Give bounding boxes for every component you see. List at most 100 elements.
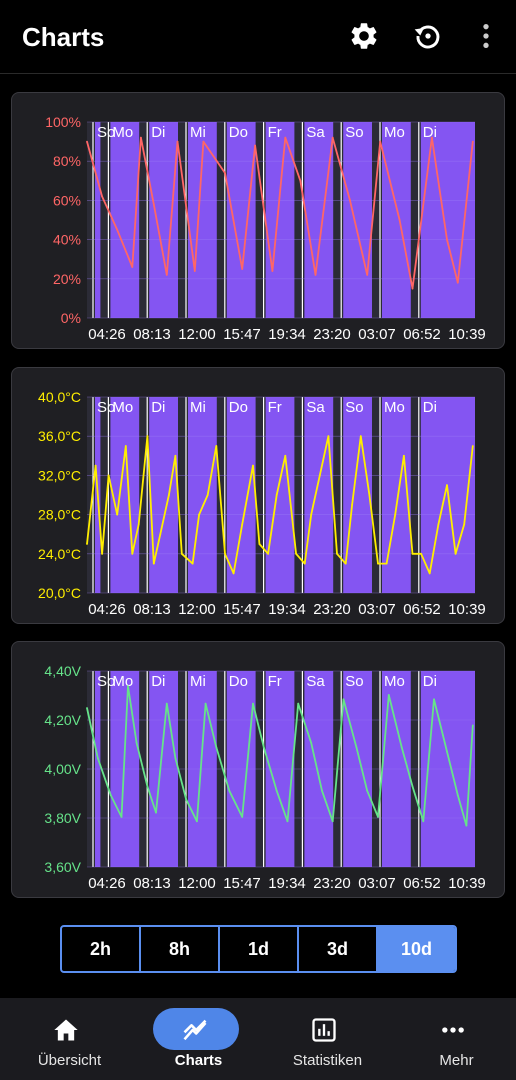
nav-item-statistics[interactable]: Statistiken <box>258 998 387 1080</box>
range-option-3d[interactable]: 3d <box>299 927 378 971</box>
voltage-data-point <box>446 750 448 753</box>
temperature-data-point <box>368 494 371 496</box>
night-band <box>87 397 95 593</box>
voltage-data-point <box>433 698 435 701</box>
temperature-data-point <box>241 523 244 526</box>
battery-chart-card: 100% 80% 60% 40% 20% 0% So Mo Di Mi Do Fr Sa So Mo Di 04… <box>11 92 505 349</box>
range-option-8h[interactable]: 8h <box>141 927 220 971</box>
page-title: Charts <box>22 22 105 52</box>
temperature-data-point <box>377 562 379 565</box>
voltage-data-point <box>127 685 129 688</box>
voltage-data-point <box>366 789 369 792</box>
battery-data-point <box>193 270 196 272</box>
voltage-data-point <box>387 694 390 696</box>
battery-data-point <box>254 144 257 147</box>
day-label: Mo <box>384 399 405 416</box>
temperature-data-point <box>385 562 388 565</box>
voltage-data-point <box>86 707 88 709</box>
x-tick-label: 06:52 <box>403 601 441 618</box>
temperature-data-point <box>344 562 347 565</box>
more-options-button[interactable] <box>470 20 502 52</box>
battery-data-point <box>241 268 244 270</box>
x-tick-label: 15:47 <box>223 326 261 343</box>
voltage-data-point <box>146 785 149 788</box>
battery-data-point <box>314 273 317 276</box>
range-option-2h[interactable]: 2h <box>62 927 141 971</box>
temperature-data-point <box>252 464 254 467</box>
x-tick-label: 06:52 <box>403 326 441 343</box>
voltage-data-point <box>135 741 138 744</box>
plot-area <box>87 122 475 318</box>
x-tick-label: 04:26 <box>88 601 126 618</box>
battery-data-point <box>271 270 274 272</box>
temperature-data-point <box>275 494 278 496</box>
x-tick-label: 10:39 <box>448 601 486 618</box>
temperature-chart: 40,0°C36,0°C32,0°C28,0°C24,0°C20,0°CSoMo… <box>38 389 486 618</box>
night-band <box>87 122 95 318</box>
x-tick-label: 19:34 <box>268 601 306 618</box>
temperature-data-point <box>174 454 177 457</box>
voltage-data-point <box>241 816 244 818</box>
x-tick-label: 08:13 <box>133 601 171 618</box>
temperature-data-point <box>318 474 321 477</box>
battery-data-point <box>379 140 382 143</box>
temperature-data-point <box>159 533 162 536</box>
day-label: Do <box>229 673 248 690</box>
day-label: Mi <box>190 399 206 416</box>
temperature-data-point <box>224 552 226 555</box>
x-tick-label: 06:52 <box>403 875 441 892</box>
day-label: So <box>97 399 115 416</box>
battery-data-point <box>224 172 226 174</box>
app-bar: Charts <box>0 0 516 74</box>
voltage-data-point <box>355 746 358 749</box>
history-button[interactable] <box>412 20 444 52</box>
nav-item-more[interactable]: Mehr <box>387 998 516 1080</box>
voltage-chart-card: 4,40V 4,20V 4,00V 3,80V 3,60V So Mo Di Mi Do Fr Sa S… <box>11 641 505 898</box>
settings-button[interactable] <box>348 20 380 52</box>
y-tick-label: 36,0°C <box>38 428 81 444</box>
range-option-10d[interactable]: 10d <box>378 927 455 971</box>
day-label: Sa <box>306 124 325 141</box>
temperature-data-point <box>101 552 103 555</box>
bar-chart-icon <box>312 1018 336 1042</box>
range-option-1d[interactable]: 1d <box>220 927 299 971</box>
y-tick-label: 100% <box>45 114 81 130</box>
x-tick-label: 03:07 <box>358 875 396 892</box>
x-tick-label: 04:26 <box>88 875 126 892</box>
temperature-data-point <box>284 454 287 457</box>
battery-data-point <box>299 179 302 182</box>
y-tick-label: 24,0°C <box>38 546 81 562</box>
x-tick-label: 03:07 <box>358 326 396 343</box>
night-band <box>410 397 421 593</box>
voltage-data-point <box>411 785 414 788</box>
day-label: So <box>345 124 363 141</box>
y-tick-label: 32,0°C <box>38 467 81 483</box>
temperature-data-point <box>94 464 97 467</box>
x-tick-label: 23:20 <box>313 601 351 618</box>
voltage-data-point <box>228 789 231 792</box>
temperature-data-point <box>310 513 313 516</box>
day-label: Mo <box>112 124 133 141</box>
voltage-data-point <box>400 746 403 749</box>
day-label: Fr <box>268 399 282 416</box>
battery-data-point <box>398 219 401 221</box>
day-label: So <box>97 124 115 141</box>
day-label: Mi <box>190 673 206 690</box>
x-tick-label: 03:07 <box>358 601 396 618</box>
more-horiz-icon <box>442 1027 464 1033</box>
more-vert-icon <box>483 24 489 48</box>
y-tick-label: 20,0°C <box>38 585 81 601</box>
voltage-data-point <box>120 816 123 818</box>
temperature-data-point <box>137 523 140 526</box>
nav-item-overview[interactable]: Übersicht <box>0 998 129 1080</box>
night-band <box>255 397 266 593</box>
night-band <box>100 122 111 318</box>
nav-item-charts[interactable]: Charts <box>129 998 258 1080</box>
voltage-data-point <box>165 702 168 705</box>
voltage-data-point <box>342 698 345 701</box>
day-label: So <box>345 673 363 690</box>
temperature-data-point <box>131 552 134 555</box>
history-icon <box>414 25 440 49</box>
y-tick-label: 40% <box>53 232 81 248</box>
